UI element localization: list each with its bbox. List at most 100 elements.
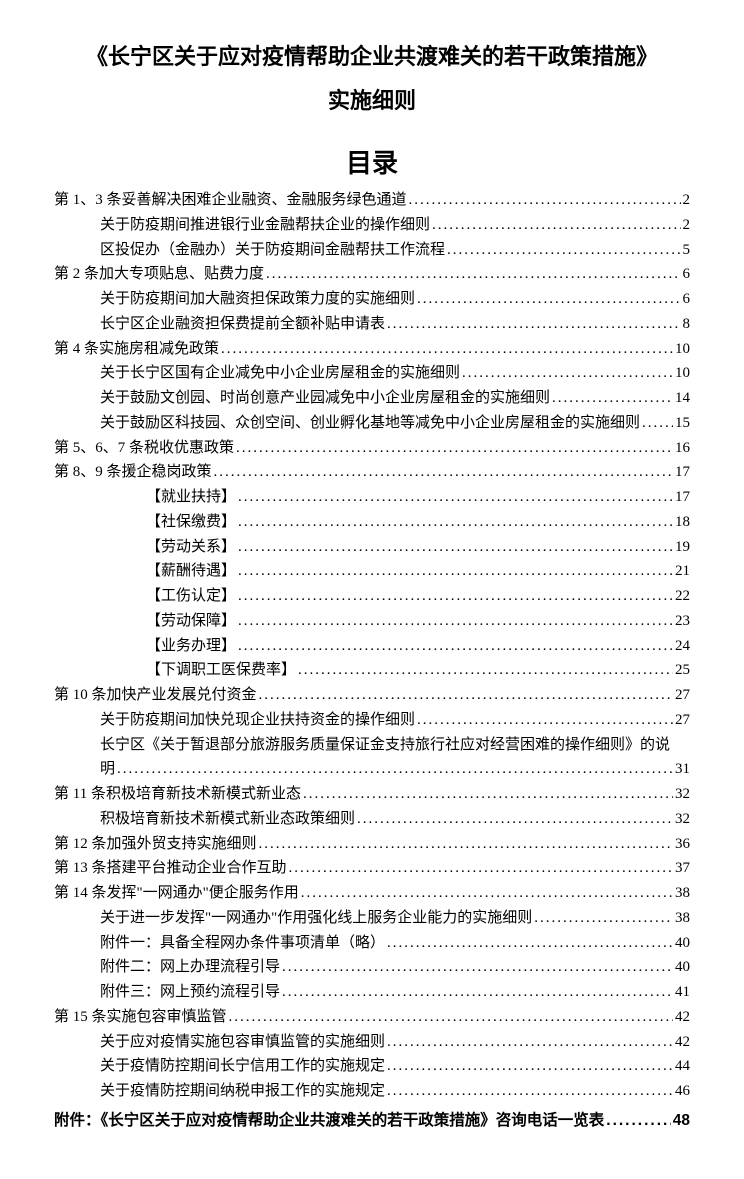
toc-label: 第 8、9 条援企稳岗政策 xyxy=(54,460,212,485)
toc-entry: 【业务办理】 24 xyxy=(54,634,690,659)
toc-page: 21 xyxy=(675,559,690,584)
toc-label: 第 15 条实施包容审慎监管 xyxy=(54,1005,227,1030)
toc-entry: 第 15 条实施包容审慎监管42 xyxy=(54,1005,690,1030)
toc-dots xyxy=(357,807,673,832)
toc-page: 22 xyxy=(675,584,690,609)
toc-label: 关于鼓励文创园、时尚创意产业园减免中小企业房屋租金的实施细则 xyxy=(100,386,550,411)
toc-page: 19 xyxy=(675,535,690,560)
toc-dots xyxy=(301,881,673,906)
toc-label: 第 12 条加强外贸支持实施细则 xyxy=(54,832,257,857)
toc-page: 5 xyxy=(683,238,691,263)
toc-entry: 第 12 条加强外贸支持实施细则36 xyxy=(54,832,690,857)
toc-page: 41 xyxy=(675,980,690,1005)
toc-label: 长宁区企业融资担保费提前全额补贴申请表 xyxy=(100,312,385,337)
toc-dots xyxy=(417,287,680,312)
toc-entry: 积极培育新技术新模式新业态政策细则32 xyxy=(54,807,690,832)
toc-page: 17 xyxy=(675,485,690,510)
document-title-line1: 《长宁区关于应对疫情帮助企业共渡难关的若干政策措施》 xyxy=(54,40,690,73)
toc-label: 【劳动保障】 xyxy=(146,609,236,634)
toc-entry: 关于鼓励文创园、时尚创意产业园减免中小企业房屋租金的实施细则14 xyxy=(54,386,690,411)
toc-entry: 附件二：网上办理流程引导 40 xyxy=(54,955,690,980)
toc-label: 关于应对疫情实施包容审慎监管的实施细则 xyxy=(100,1030,385,1055)
toc-page: 25 xyxy=(675,658,690,683)
toc-entry: 关于应对疫情实施包容审慎监管的实施细则 42 xyxy=(54,1030,690,1055)
toc-dots xyxy=(259,832,673,857)
toc-label: 【薪酬待遇】 xyxy=(146,559,236,584)
appendix-page: 48 xyxy=(673,1108,690,1134)
toc-page: 38 xyxy=(675,906,690,931)
toc-dots xyxy=(221,337,673,362)
toc-label: 明 xyxy=(100,757,115,782)
toc-page: 10 xyxy=(675,337,690,362)
toc-dots xyxy=(298,658,673,683)
toc-page: 37 xyxy=(675,856,690,881)
toc-dots xyxy=(238,485,673,510)
toc-entry: 附件一：具备全程网办条件事项清单（略） 40 xyxy=(54,931,690,956)
toc-entry: 【薪酬待遇】 21 xyxy=(54,559,690,584)
toc-label: 第 13 条搭建平台推动企业合作互助 xyxy=(54,856,287,881)
toc-entry: 第 13 条搭建平台推动企业合作互助 37 xyxy=(54,856,690,881)
toc-dots xyxy=(387,931,673,956)
toc-dots xyxy=(214,460,673,485)
toc-entry: 【劳动关系】 19 xyxy=(54,535,690,560)
toc-entry: 关于进一步发挥"一网通办"作用强化线上服务企业能力的实施细则 38 xyxy=(54,906,690,931)
toc-label: 附件一：具备全程网办条件事项清单（略） xyxy=(100,931,385,956)
toc-entry: 第 2 条加大专项贴息、贴费力度6 xyxy=(54,262,690,287)
toc-entry: 第 8、9 条援企稳岗政策17 xyxy=(54,460,690,485)
toc-page: 27 xyxy=(675,683,690,708)
toc-entry: 区投促办（金融办）关于防疫期间金融帮扶工作流程5 xyxy=(54,238,690,263)
toc-label: 关于防疫期间加大融资担保政策力度的实施细则 xyxy=(100,287,415,312)
toc-page: 31 xyxy=(675,757,690,782)
toc-dots xyxy=(238,535,673,560)
toc-entry: 第 4 条实施房租减免政策 10 xyxy=(54,337,690,362)
toc-label: 【业务办理】 xyxy=(146,634,236,659)
toc-label: 第 14 条发挥"一网通办"便企服务作用 xyxy=(54,881,299,906)
toc-page: 6 xyxy=(683,287,691,312)
toc-page: 27 xyxy=(675,708,690,733)
toc-dots xyxy=(552,386,673,411)
toc-page: 24 xyxy=(675,634,690,659)
toc-dots xyxy=(462,361,673,386)
toc-dots xyxy=(282,955,673,980)
toc-dots xyxy=(238,584,673,609)
toc-dots xyxy=(303,782,673,807)
toc-label: 长宁区《关于暂退部分旅游服务质量保证金支持旅行社应对经营困难的操作细则》的说 xyxy=(100,733,670,758)
toc-container: 第 1、3 条妥善解决困难企业融资、金融服务绿色通道2关于防疫期间推进银行业金融… xyxy=(54,188,690,1104)
toc-page: 40 xyxy=(675,955,690,980)
toc-page: 18 xyxy=(675,510,690,535)
toc-label: 第 10 条加快产业发展兑付资金 xyxy=(54,683,257,708)
toc-dots xyxy=(409,188,681,213)
toc-page: 8 xyxy=(683,312,691,337)
appendix-entry: 附件：《长宁区关于应对疫情帮助企业共渡难关的若干政策措施》咨询电话一览表 48 xyxy=(54,1108,690,1134)
toc-label: 第 1、3 条妥善解决困难企业融资、金融服务绿色通道 xyxy=(54,188,407,213)
toc-entry: 第 10 条加快产业发展兑付资金 27 xyxy=(54,683,690,708)
toc-label: 关于鼓励区科技园、众创空间、创业孵化基地等减免中小企业房屋租金的实施细则 xyxy=(100,411,640,436)
toc-label: 【劳动关系】 xyxy=(146,535,236,560)
toc-entry: 【就业扶持】17 xyxy=(54,485,690,510)
toc-label: 关于进一步发挥"一网通办"作用强化线上服务企业能力的实施细则 xyxy=(100,906,532,931)
toc-label: 附件二：网上办理流程引导 xyxy=(100,955,280,980)
toc-page: 40 xyxy=(675,931,690,956)
toc-entry: 【劳动保障】23 xyxy=(54,609,690,634)
toc-page: 2 xyxy=(683,188,691,213)
toc-label: 关于疫情防控期间长宁信用工作的实施规定 xyxy=(100,1054,385,1079)
toc-entry: 明 31 xyxy=(54,757,690,782)
toc-entry: 长宁区《关于暂退部分旅游服务质量保证金支持旅行社应对经营困难的操作细则》的说 xyxy=(54,733,690,758)
toc-page: 32 xyxy=(675,782,690,807)
toc-dots xyxy=(387,312,680,337)
toc-entry: 关于长宁区国有企业减免中小企业房屋租金的实施细则10 xyxy=(54,361,690,386)
toc-label: 第 4 条实施房租减免政策 xyxy=(54,337,219,362)
toc-label: 关于疫情防控期间纳税申报工作的实施规定 xyxy=(100,1079,385,1104)
toc-entry: 关于防疫期间加快兑现企业扶持资金的操作细则27 xyxy=(54,708,690,733)
toc-dots xyxy=(236,436,673,461)
toc-entry: 【社保缴费】 18 xyxy=(54,510,690,535)
toc-label: 【社保缴费】 xyxy=(146,510,236,535)
toc-page: 46 xyxy=(675,1079,690,1104)
toc-page: 42 xyxy=(675,1030,690,1055)
toc-label: 【工伤认定】 xyxy=(146,584,236,609)
toc-entry: 关于鼓励区科技园、众创空间、创业孵化基地等减免中小企业房屋租金的实施细则15 xyxy=(54,411,690,436)
toc-entry: 关于疫情防控期间长宁信用工作的实施规定44 xyxy=(54,1054,690,1079)
toc-entry: 关于防疫期间加大融资担保政策力度的实施细则 6 xyxy=(54,287,690,312)
toc-label: 【下调职工医保费率】 xyxy=(146,658,296,683)
document-title-line2: 实施细则 xyxy=(54,83,690,115)
